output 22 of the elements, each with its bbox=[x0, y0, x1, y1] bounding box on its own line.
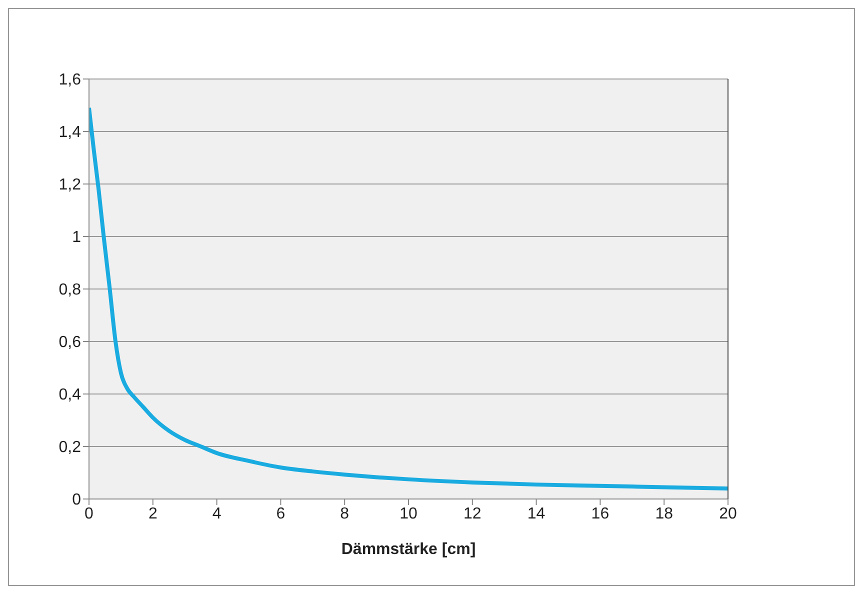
x-tick-label: 14 bbox=[527, 505, 546, 522]
x-tick-label: 20 bbox=[719, 505, 737, 522]
y-tick-label: 1,4 bbox=[58, 124, 82, 142]
x-tick-label: 0 bbox=[84, 505, 94, 522]
x-axis-title: Dämmstärke [cm] bbox=[341, 541, 476, 558]
y-tick-label: 0,8 bbox=[58, 282, 82, 299]
x-tick-label: 4 bbox=[212, 505, 222, 522]
x-tick-label: 10 bbox=[400, 505, 418, 522]
x-tick-label: 8 bbox=[340, 505, 350, 522]
line-series bbox=[89, 106, 728, 490]
x-tick-label: 18 bbox=[655, 505, 674, 522]
y-tick-label: 0,4 bbox=[58, 386, 82, 404]
x-tick-label: 12 bbox=[464, 505, 482, 522]
x-tick-label: 6 bbox=[276, 505, 286, 522]
y-tick-label: 0 bbox=[72, 492, 82, 509]
y-tick-label: 1,2 bbox=[58, 176, 82, 194]
y-tick-label: 0,6 bbox=[58, 334, 82, 352]
y-tick-label: 0,2 bbox=[58, 439, 82, 456]
x-tick-label: 2 bbox=[148, 505, 158, 522]
y-tick-label: 1 bbox=[72, 229, 82, 246]
x-tick-label: 16 bbox=[591, 505, 610, 522]
y-tick-label: 1,6 bbox=[58, 72, 82, 89]
